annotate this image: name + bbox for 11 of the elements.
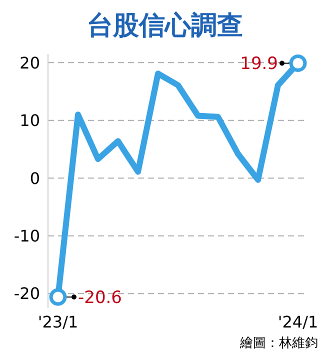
y-tick-label: 20	[20, 53, 40, 72]
y-tick-label: -20	[14, 284, 40, 304]
x-tick-label: '24/1	[278, 312, 318, 332]
y-tick-label: 0	[30, 168, 40, 188]
y-tick-label: -10	[14, 226, 40, 246]
chart-title: 台股信心調查	[86, 10, 244, 43]
x-tick-label: '23/1	[38, 312, 78, 332]
text: 繪圖：林維鈞	[240, 335, 318, 352]
y-tick-label: 10	[20, 111, 40, 130]
data-label: 19.9	[240, 54, 278, 74]
data-label: -20.6	[78, 288, 122, 308]
